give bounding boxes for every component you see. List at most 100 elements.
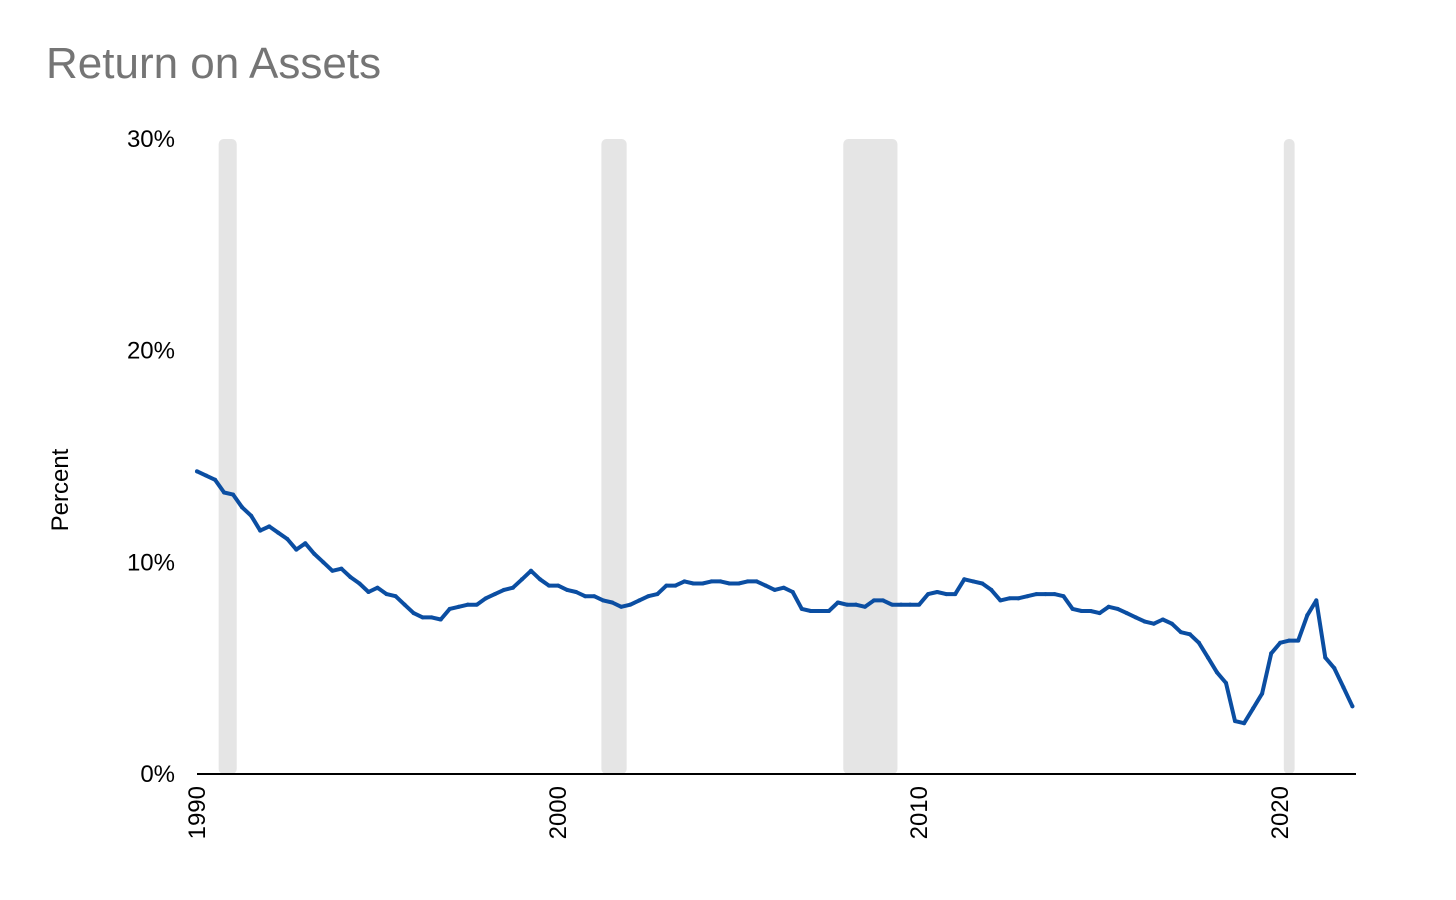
data-point: [474, 602, 479, 607]
data-point: [890, 602, 895, 607]
data-point: [1088, 609, 1093, 614]
data-point: [1350, 704, 1355, 709]
data-point: [258, 528, 263, 533]
data-point: [565, 587, 570, 592]
data-point: [384, 592, 389, 597]
data-point: [1124, 611, 1129, 616]
data-point: [790, 589, 795, 594]
data-point: [835, 600, 840, 605]
data-point: [276, 530, 281, 535]
chart-title: Return on Assets: [46, 39, 382, 88]
data-point: [628, 602, 633, 607]
data-point: [1332, 666, 1337, 671]
data-point: [1052, 592, 1057, 597]
data-point: [808, 609, 813, 614]
y-tick-label: 10%: [127, 549, 175, 576]
data-point: [285, 537, 290, 542]
data-point: [1233, 719, 1238, 724]
data-point: [1205, 655, 1210, 660]
data-point: [1314, 598, 1319, 603]
data-point: [1323, 655, 1328, 660]
data-point: [844, 602, 849, 607]
data-point: [249, 513, 254, 518]
data-point: [1061, 594, 1066, 599]
x-tick-label: 2020: [1267, 786, 1294, 839]
data-point: [1133, 615, 1138, 620]
x-tick-label: 2010: [906, 786, 933, 839]
data-point: [709, 579, 714, 584]
data-point: [1260, 691, 1265, 696]
data-point: [1169, 621, 1174, 626]
data-point: [917, 602, 922, 607]
y-tick-label: 30%: [127, 126, 175, 153]
data-point: [420, 615, 425, 620]
data-point: [195, 469, 199, 474]
x-tick-label: 1990: [184, 786, 211, 839]
data-point: [528, 568, 533, 573]
data-point: [691, 581, 696, 586]
data-point: [980, 581, 985, 586]
data-point: [592, 594, 597, 599]
data-point: [754, 579, 759, 584]
data-point: [1214, 670, 1219, 675]
data-point: [682, 579, 687, 584]
data-point: [1160, 617, 1165, 622]
data-point: [718, 579, 723, 584]
data-point: [673, 583, 678, 588]
data-point: [330, 568, 335, 573]
data-point: [998, 598, 1003, 603]
data-point: [727, 581, 732, 586]
data-point: [781, 585, 786, 590]
data-point: [1187, 632, 1192, 637]
data-point: [610, 600, 615, 605]
data-point: [817, 609, 822, 614]
data-point: [1287, 638, 1292, 643]
data-point: [619, 604, 624, 609]
data-point: [763, 583, 768, 588]
data-point: [1242, 721, 1247, 726]
data-point: [1151, 621, 1156, 626]
data-point: [1341, 685, 1346, 690]
data-point: [483, 596, 488, 601]
data-point: [519, 577, 524, 582]
data-point: [1278, 640, 1283, 645]
data-point: [294, 547, 299, 552]
data-point: [1106, 604, 1111, 609]
data-point: [492, 592, 497, 597]
data-point: [339, 566, 344, 571]
data-point: [357, 581, 362, 586]
data-point: [1224, 680, 1229, 685]
y-axis-ticks: 0% 10% 20% 30%: [127, 126, 175, 788]
data-point: [853, 602, 858, 607]
data-point: [348, 575, 353, 580]
data-point: [1142, 619, 1147, 624]
series-line: [195, 469, 1355, 726]
data-point: [375, 585, 380, 590]
data-point: [1016, 596, 1021, 601]
recession-band-1: [218, 139, 237, 774]
data-point: [303, 541, 308, 546]
data-point: [962, 577, 967, 582]
data-point: [366, 589, 371, 594]
data-point: [1007, 596, 1012, 601]
data-point: [583, 594, 588, 599]
data-point: [213, 477, 218, 482]
data-point: [971, 579, 976, 584]
data-point: [745, 579, 750, 584]
data-point: [556, 583, 561, 588]
data-point: [231, 492, 236, 497]
data-point: [204, 473, 209, 478]
data-point: [871, 598, 876, 603]
data-point: [312, 551, 317, 556]
data-point: [411, 611, 416, 616]
data-point: [664, 583, 669, 588]
data-point: [862, 604, 867, 609]
data-point: [321, 560, 326, 565]
data-point: [736, 581, 741, 586]
data-point: [1178, 630, 1183, 635]
data-point: [989, 587, 994, 592]
data-point: [935, 589, 940, 594]
data-point: [926, 592, 931, 597]
data-point: [1070, 606, 1075, 611]
